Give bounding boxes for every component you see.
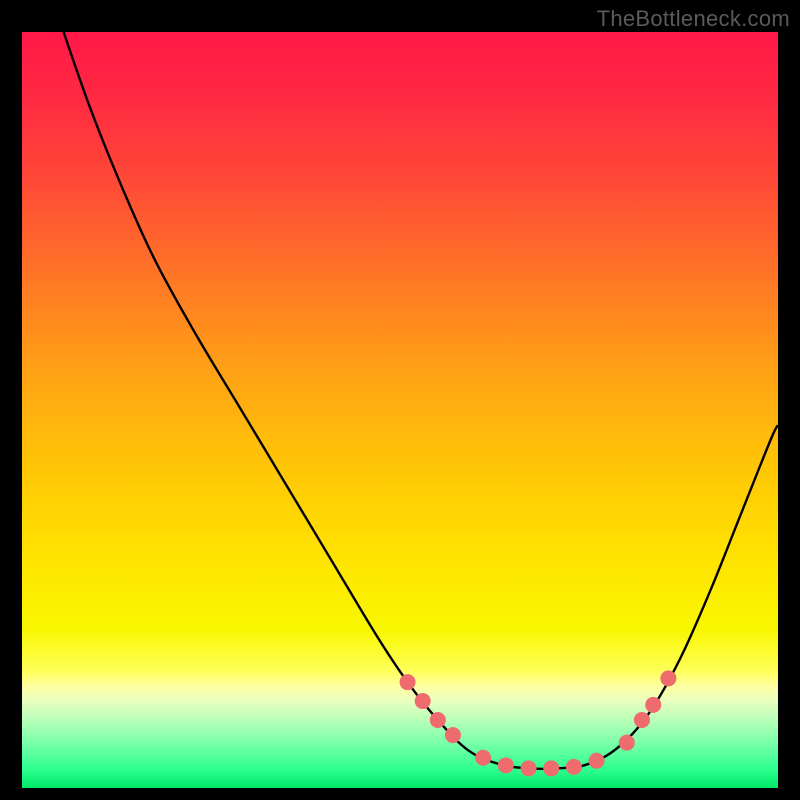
watermark-text: TheBottleneck.com	[597, 6, 790, 32]
bottleneck-chart	[22, 32, 778, 788]
chart-marker	[521, 761, 536, 776]
chart-marker	[634, 712, 649, 727]
chart-marker	[445, 728, 460, 743]
chart-curve	[64, 32, 778, 769]
chart-marker	[646, 697, 661, 712]
chart-marker	[430, 712, 445, 727]
chart-marker	[498, 758, 513, 773]
chart-marker	[619, 735, 634, 750]
chart-marker	[400, 675, 415, 690]
chart-marker	[566, 759, 581, 774]
chart-marker	[476, 750, 491, 765]
chart-markers	[400, 671, 676, 776]
chart-marker	[544, 761, 559, 776]
chart-marker	[661, 671, 676, 686]
chart-marker	[589, 753, 604, 768]
chart-marker	[415, 694, 430, 709]
